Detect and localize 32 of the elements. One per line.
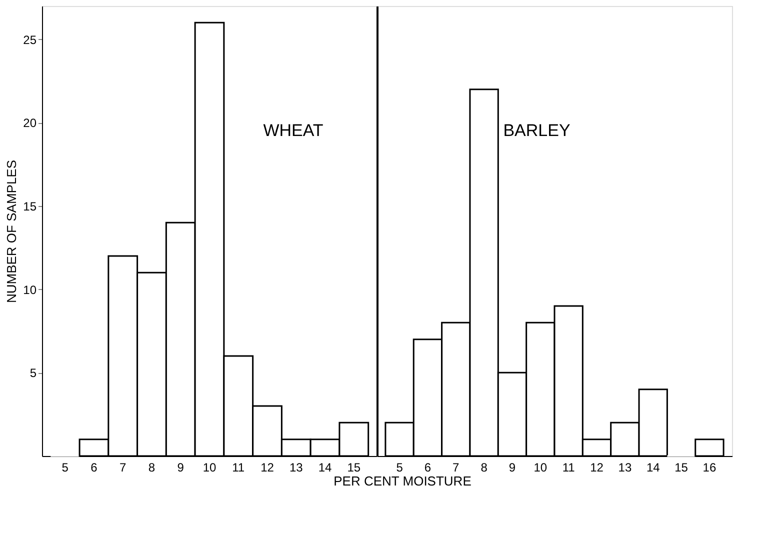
x-tick-label: 15 bbox=[347, 460, 361, 474]
annotation: WHEAT bbox=[263, 121, 324, 140]
x-tick-label: 14 bbox=[646, 460, 660, 474]
y-tick-label: 10 bbox=[23, 282, 37, 297]
y-tick-label: 25 bbox=[23, 32, 37, 47]
x-tick-label: 9 bbox=[177, 460, 184, 474]
y-axis-title: NUMBER OF SAMPLES bbox=[4, 160, 20, 304]
x-tick-label: 7 bbox=[120, 460, 127, 474]
y-tick-label: 5 bbox=[30, 366, 37, 380]
x-tick-label: 14 bbox=[318, 460, 332, 474]
y-tick-label: 15 bbox=[23, 200, 37, 214]
x-tick-label: 5 bbox=[62, 460, 69, 474]
x-tick-label: 5 bbox=[396, 460, 404, 474]
x-tick-label: 7 bbox=[452, 460, 460, 474]
annotation: BARLEY bbox=[503, 121, 570, 140]
x-tick-label: 9 bbox=[508, 460, 516, 474]
x-tick-label: 8 bbox=[148, 460, 156, 474]
x-axis-title: PER CENT MOISTURE bbox=[334, 474, 472, 488]
x-tick-label: 10 bbox=[534, 460, 548, 474]
x-tick-label: 6 bbox=[90, 460, 98, 474]
y-tick-label: 20 bbox=[23, 116, 37, 130]
x-tick-label: 8 bbox=[480, 460, 488, 474]
x-tick-label: 11 bbox=[232, 460, 245, 474]
x-tick-label: 6 bbox=[424, 460, 432, 474]
x-tick-label: 12 bbox=[260, 460, 274, 474]
x-tick-label: 10 bbox=[202, 460, 216, 474]
x-tick-label: 13 bbox=[289, 460, 304, 474]
x-tick-label: 12 bbox=[590, 460, 604, 474]
x-tick-label: 13 bbox=[618, 460, 632, 474]
x-tick-label: 11 bbox=[562, 460, 576, 474]
x-tick-label: 16 bbox=[702, 460, 716, 474]
x-tick-label: 15 bbox=[674, 460, 688, 474]
